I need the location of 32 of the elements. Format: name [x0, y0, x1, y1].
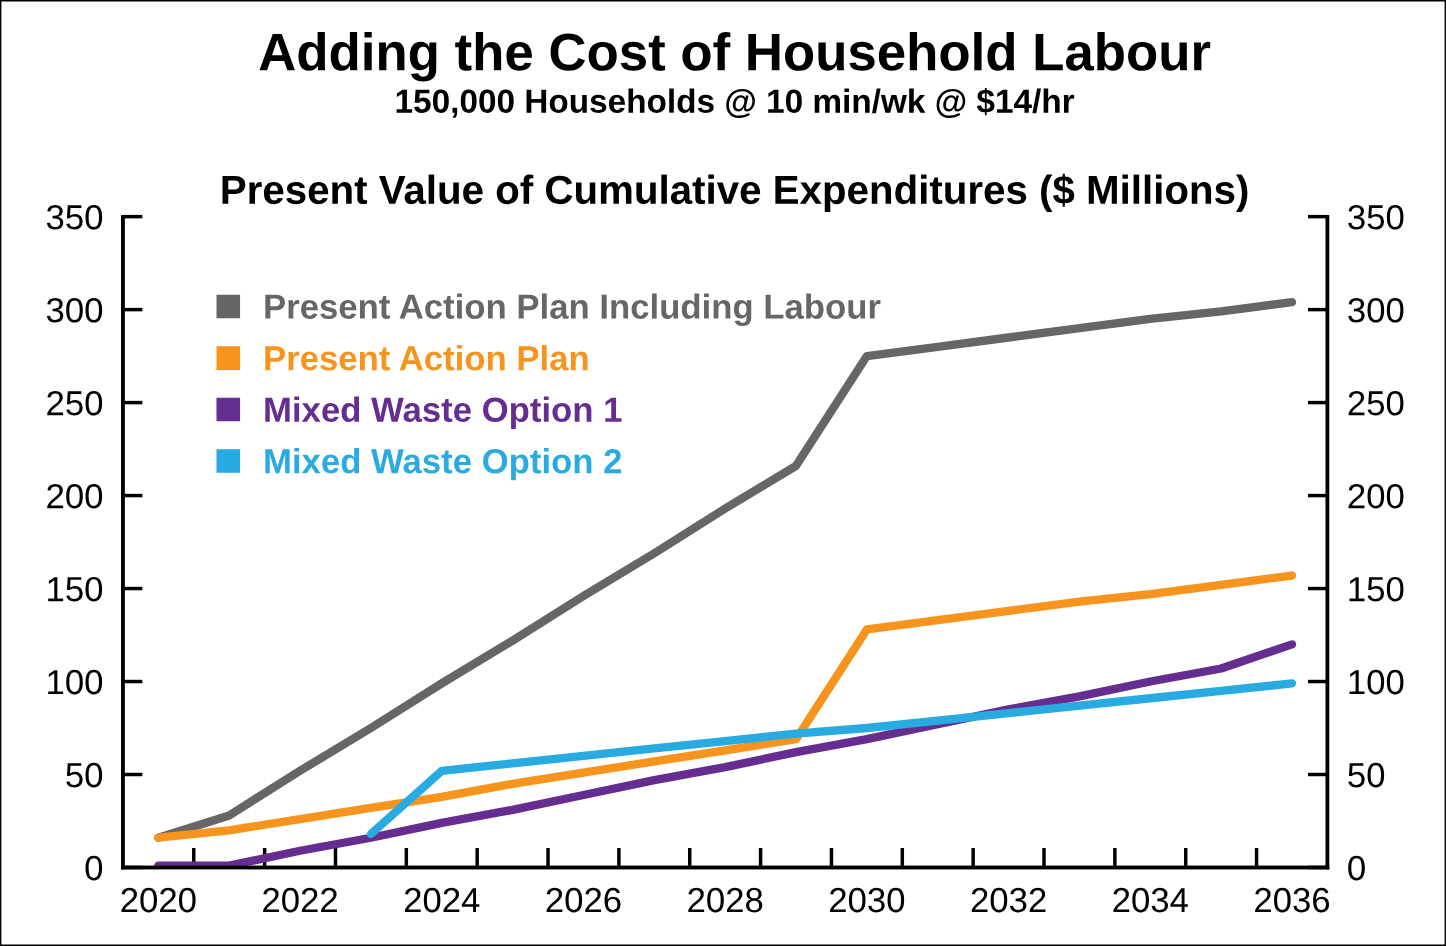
x-tick-label: 2022	[263, 887, 337, 913]
y-tick-label: 350	[46, 204, 103, 230]
legend-label: Present Action Plan Including Labour	[265, 293, 881, 326]
legend-label: Mixed Waste Option 2	[265, 447, 622, 481]
y2-tick-label: 200	[1348, 483, 1404, 509]
y2-tick-label: 300	[1348, 297, 1404, 323]
y-tick-label: 300	[46, 297, 103, 323]
y-tick-label: 200	[47, 483, 103, 509]
legend-label: Mixed Waste Option 1	[265, 396, 622, 429]
y-tick-label: 100	[48, 669, 103, 695]
x-tick-label: 2036	[1255, 887, 1330, 913]
y-tick-label: 0	[85, 855, 103, 881]
chart-title: Adding the Cost of Household Labour	[259, 32, 1211, 82]
x-tick-label: 2030	[830, 887, 905, 913]
x-tick-label: 2032	[971, 887, 1046, 913]
x-tick-label: 2026	[546, 887, 621, 913]
legend-label: Present Action Plan	[265, 345, 588, 371]
y-tick-label: 50	[66, 762, 103, 788]
x-tick-label: 2020	[121, 887, 196, 913]
y2-tick-label: 50	[1348, 762, 1385, 788]
y2-tick-label: 0	[1348, 855, 1365, 881]
y-tick-label: 150	[48, 576, 103, 602]
text: Present Value of Cumulative Expenditures ($ Millions)	[222, 173, 1248, 213]
y2-tick-label: 350	[1348, 204, 1404, 230]
x-tick-label: 2028	[688, 887, 763, 913]
y2-tick-label: 250	[1348, 390, 1404, 416]
chart-subtitle: 150,000 Households @ 10 min/wk @ $14/hr	[396, 87, 1075, 118]
y-tick-label: 250	[47, 390, 103, 416]
y2-tick-label: 100	[1349, 669, 1404, 695]
y2-tick-label: 150	[1349, 576, 1404, 602]
x-tick-label: 2024	[404, 887, 480, 913]
x-tick-label: 2034	[1113, 887, 1188, 913]
